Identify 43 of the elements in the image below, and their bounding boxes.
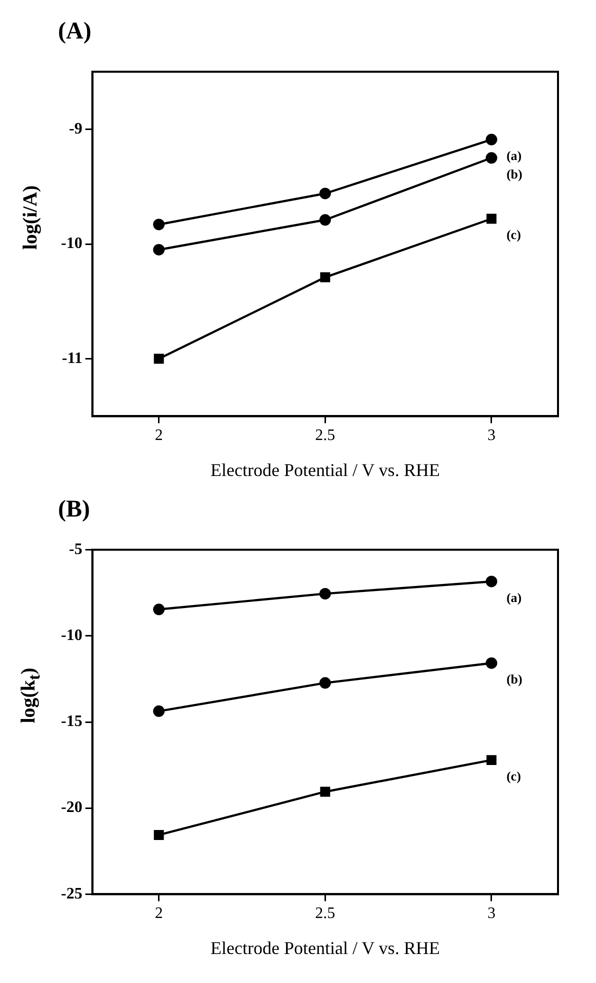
- series-label: (b): [506, 671, 522, 686]
- x-tick-label: 2: [154, 427, 163, 444]
- series-label: (a): [506, 148, 522, 163]
- point: [153, 218, 165, 230]
- point: [154, 830, 164, 840]
- chart-title: (A): [58, 18, 92, 45]
- y-tick-label: -10: [61, 627, 82, 644]
- y-tick-label: -15: [61, 713, 82, 730]
- series-label: (a): [506, 590, 522, 605]
- y-tick-label: -11: [62, 350, 82, 367]
- point: [319, 214, 331, 226]
- point: [319, 188, 331, 200]
- y-tick-label: -10: [61, 235, 82, 252]
- point: [320, 272, 330, 282]
- y-tick-label: -20: [61, 799, 82, 816]
- series-label: (c): [506, 227, 521, 242]
- point: [486, 214, 496, 224]
- point: [320, 786, 330, 797]
- series-label: (b): [506, 166, 522, 182]
- point: [319, 677, 331, 689]
- point: [486, 152, 498, 164]
- point: [154, 354, 164, 364]
- y-tick-label: -25: [61, 885, 82, 902]
- x-tick-label: 3: [487, 905, 496, 922]
- x-tick-label: 2.5: [315, 905, 336, 922]
- point: [319, 588, 331, 600]
- point: [486, 657, 498, 669]
- point: [486, 576, 498, 588]
- x-tick-label: 3: [487, 427, 496, 444]
- series-label: (c): [506, 768, 521, 784]
- point: [153, 705, 165, 717]
- x-axis-title: Electrode Potential / V vs. RHE: [210, 938, 440, 958]
- point: [153, 244, 165, 256]
- x-axis-title: Electrode Potential / V vs. RHE: [210, 460, 440, 480]
- chart-title: (B): [58, 496, 90, 523]
- point: [486, 134, 498, 146]
- point: [486, 755, 496, 766]
- x-tick-label: 2.5: [315, 427, 336, 444]
- x-tick-label: 2: [154, 905, 163, 922]
- point: [153, 604, 165, 616]
- y-tick-label: -9: [69, 120, 82, 138]
- y-tick-label: -5: [69, 540, 82, 558]
- y-axis-title: log(i/A): [20, 184, 42, 250]
